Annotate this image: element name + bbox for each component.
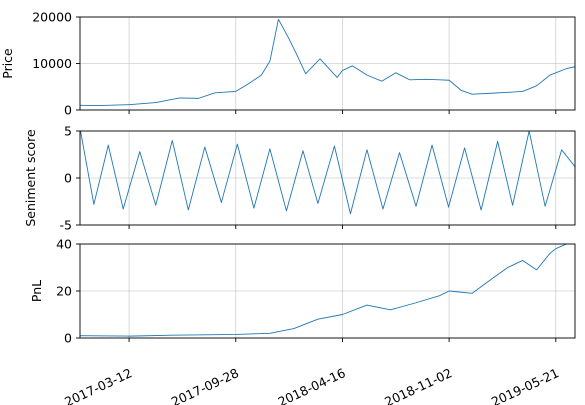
- y-tick-label: 0: [64, 331, 72, 346]
- x-tick-label: 2017-03-12: [62, 365, 134, 405]
- y-tick-label: -5: [60, 218, 72, 233]
- series-line-2-1: [80, 131, 575, 215]
- subplot-2: -5 0 5 Seniment score: [23, 124, 576, 233]
- x-tick-label: 2019-05-21: [489, 365, 561, 405]
- y-tick-label: 0: [64, 103, 72, 118]
- series-line-1-1: [80, 18, 575, 107]
- y-tick-label: 10000: [32, 56, 72, 71]
- y-axis-title: Price: [0, 48, 15, 79]
- y-axis-title: PnL: [29, 280, 44, 302]
- x-tick-label: 2017-09-28: [169, 365, 241, 405]
- y-tick-label: 40: [56, 237, 72, 252]
- series-line-3-1: [80, 244, 568, 337]
- y-axis-title: Seniment score: [23, 129, 38, 227]
- subplot-1: 0 10000 20000 Price: [0, 10, 576, 118]
- x-tick-label: 2018-11-02: [382, 365, 454, 405]
- y-tick-label: 0: [64, 171, 72, 186]
- subplot-3: 0 20 40 PnL: [29, 237, 576, 346]
- y-tick-label: 5: [64, 124, 72, 139]
- x-tick-label: 2018-04-16: [276, 365, 348, 405]
- y-tick-label: 20000: [32, 10, 72, 25]
- y-tick-label: 20: [56, 284, 72, 299]
